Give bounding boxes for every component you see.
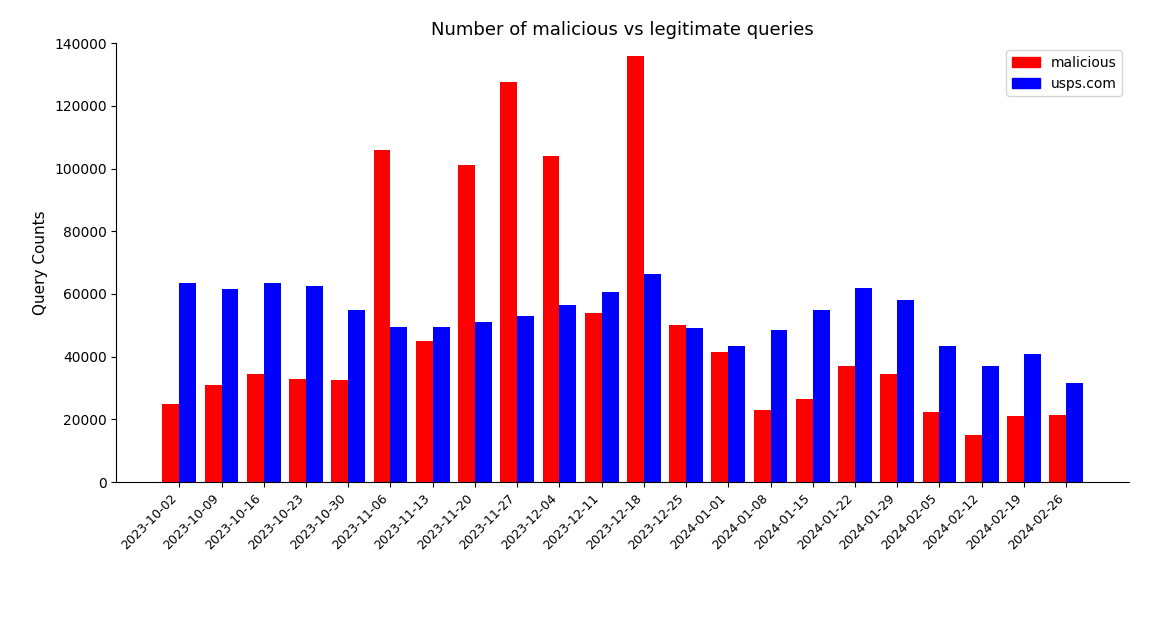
Y-axis label: Query Counts: Query Counts (34, 210, 49, 315)
Bar (602, 292, 618, 482)
Bar (923, 412, 939, 482)
Bar (179, 283, 197, 482)
Bar (796, 399, 812, 482)
Bar (1007, 417, 1024, 482)
Bar (264, 283, 281, 482)
Bar (880, 374, 897, 482)
Bar (686, 329, 703, 482)
Bar (374, 150, 390, 482)
Bar (459, 166, 475, 482)
Legend: malicious, usps.com: malicious, usps.com (1006, 50, 1122, 96)
Bar (897, 300, 914, 482)
Bar (711, 352, 729, 482)
Bar (669, 325, 686, 482)
Bar (729, 345, 745, 482)
Title: Number of malicious vs legitimate queries: Number of malicious vs legitimate querie… (432, 21, 814, 39)
Bar (332, 380, 348, 482)
Bar (560, 305, 576, 482)
Bar (348, 310, 365, 482)
Bar (247, 374, 264, 482)
Bar (644, 274, 661, 482)
Bar (965, 435, 981, 482)
Bar (390, 327, 407, 482)
Bar (1049, 415, 1066, 482)
Bar (939, 345, 957, 482)
Bar (838, 366, 856, 482)
Bar (1024, 353, 1041, 482)
Bar (771, 330, 787, 482)
Bar (501, 82, 517, 482)
Bar (306, 286, 322, 482)
Bar (517, 316, 534, 482)
Bar (433, 327, 449, 482)
Bar (753, 410, 771, 482)
Bar (1066, 383, 1083, 482)
Bar (205, 385, 221, 482)
Bar (475, 322, 492, 482)
Bar (221, 289, 239, 482)
Bar (163, 404, 179, 482)
Bar (856, 288, 872, 482)
Bar (584, 313, 602, 482)
Bar (542, 156, 560, 482)
Bar (981, 366, 999, 482)
Bar (627, 56, 644, 482)
Bar (812, 310, 830, 482)
Bar (416, 341, 433, 482)
Bar (289, 379, 306, 482)
